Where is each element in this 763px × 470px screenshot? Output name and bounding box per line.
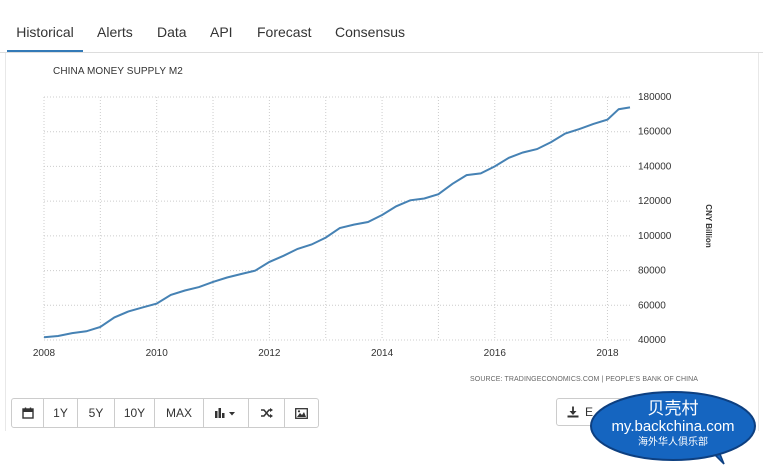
calendar-button[interactable] bbox=[12, 399, 44, 427]
tab-data[interactable]: Data bbox=[157, 24, 187, 40]
range-10y-button[interactable]: 10Y bbox=[115, 399, 155, 427]
range-1y-button[interactable]: 1Y bbox=[44, 399, 78, 427]
tab-consensus[interactable]: Consensus bbox=[335, 24, 406, 40]
y-tick-labels: 40000 60000 80000 100000 120000 140000 160000 1… bbox=[638, 92, 672, 346]
tab-forecast[interactable]: Forecast bbox=[257, 24, 312, 40]
x-tick-label: 2016 bbox=[484, 348, 507, 359]
compare-button[interactable] bbox=[249, 399, 285, 427]
x-tick-label: 2010 bbox=[146, 348, 169, 359]
y-tick-label: 80000 bbox=[638, 266, 666, 277]
range-5y-button[interactable]: 5Y bbox=[78, 399, 115, 427]
chart-panel bbox=[5, 53, 759, 431]
x-tick-label: 2012 bbox=[258, 348, 281, 359]
download-icon bbox=[567, 406, 579, 418]
y-tick-label: 120000 bbox=[638, 196, 672, 207]
calendar-icon bbox=[21, 407, 34, 419]
x-tick-label: 2014 bbox=[371, 348, 394, 359]
watermark-url: my.backchina.com bbox=[611, 418, 734, 435]
image-export-button[interactable] bbox=[285, 399, 318, 427]
export-label: E bbox=[585, 405, 594, 419]
y-tick-label: 40000 bbox=[638, 335, 666, 346]
tab-bar: Historical Alerts Data API Forecast Cons… bbox=[0, 0, 763, 53]
x-tick-label: 2008 bbox=[33, 348, 56, 359]
chart-toolbar: 1Y 5Y 10Y MAX bbox=[11, 398, 319, 428]
y-tick-label: 60000 bbox=[638, 300, 666, 311]
series-line bbox=[43, 106, 631, 339]
chart-grid bbox=[43, 96, 630, 341]
tab-api[interactable]: API bbox=[210, 24, 233, 40]
y-axis-label: CNY Billion bbox=[704, 204, 713, 248]
watermark-brand: 贝壳村 bbox=[648, 399, 699, 419]
y-tick-label: 140000 bbox=[638, 161, 672, 172]
image-icon bbox=[295, 407, 308, 419]
y-tick-label: 160000 bbox=[638, 127, 672, 138]
chart-title: CHINA MONEY SUPPLY M2 bbox=[53, 66, 183, 77]
caret-down-icon bbox=[229, 412, 235, 416]
watermark-tagline: 海外华人俱乐部 bbox=[638, 435, 708, 448]
x-tick-label: 2018 bbox=[596, 348, 619, 359]
bar-chart-icon bbox=[215, 408, 235, 418]
chart-source: SOURCE: TRADINGECONOMICS.COM | PEOPLE'S … bbox=[470, 376, 699, 383]
shuffle-icon bbox=[261, 408, 273, 418]
tab-historical[interactable]: Historical bbox=[7, 0, 83, 52]
x-tick-labels: 2008 2010 2012 2014 2016 2018 bbox=[33, 348, 619, 359]
range-max-button[interactable]: MAX bbox=[155, 399, 204, 427]
backchina-watermark-logo: 贝壳村 my.backchina.com 海外华人俱乐部 bbox=[590, 391, 756, 465]
chart-type-dropdown[interactable] bbox=[204, 399, 249, 427]
y-tick-label: 180000 bbox=[638, 92, 672, 103]
tab-alerts[interactable]: Alerts bbox=[97, 24, 133, 40]
y-tick-label: 100000 bbox=[638, 231, 672, 242]
